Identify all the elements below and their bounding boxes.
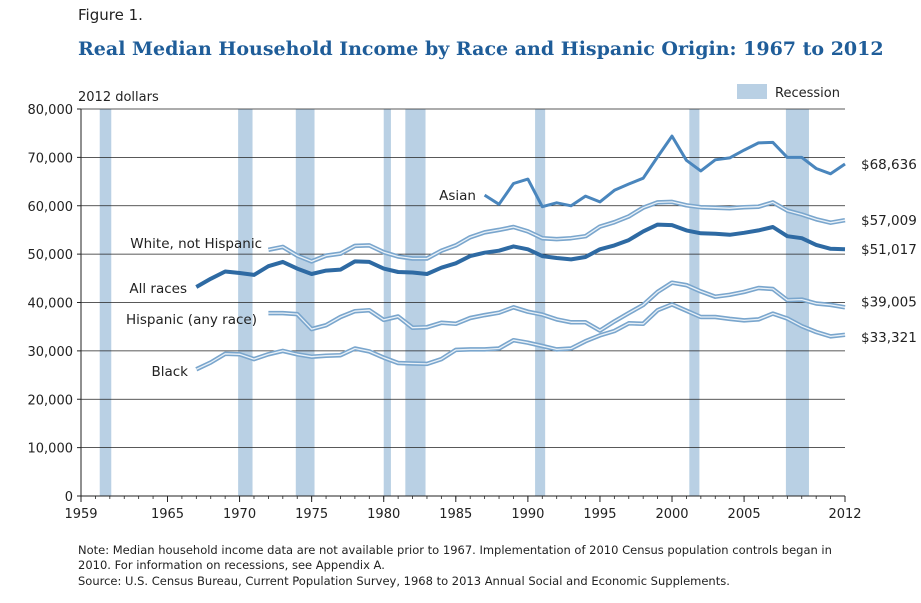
y-tick-label: 10,000 <box>28 442 74 457</box>
series-line-inner-hispanic-any-race <box>268 282 846 332</box>
series-label-white-not-hispanic: White, not Hispanic <box>130 236 262 252</box>
y-tick-label: 20,000 <box>28 393 74 408</box>
y-axis-label: 2012 dollars <box>78 90 159 105</box>
chart-note: Note: Median household income data are n… <box>78 543 832 572</box>
figure-label: Figure 1. <box>78 6 143 24</box>
line-chart: 0 10,000 20,000 30,000 40,000 50,000 60,000 70,… <box>28 84 917 522</box>
end-value-label-black: $33,321 <box>861 330 917 346</box>
series-labels: Asian $68,636 White, not Hispanic $57,009 Al… <box>126 157 917 380</box>
legend-recession-swatch <box>737 84 767 99</box>
x-tick-label: 1990 <box>511 507 544 522</box>
chart-title: Real Median Household Income by Race and… <box>78 38 884 60</box>
series-line-hispanic-any-race <box>268 280 846 333</box>
x-tick-label: 1975 <box>295 507 328 522</box>
end-value-label-white-not-hispanic: $57,009 <box>861 213 917 229</box>
y-tick-label: 50,000 <box>28 248 74 263</box>
legend-recession-label: Recession <box>775 86 840 101</box>
series-label-asian: Asian <box>439 188 476 204</box>
legend: Recession <box>737 84 840 101</box>
x-tick-label: 1995 <box>583 507 616 522</box>
y-tick-label: 60,000 <box>28 200 74 215</box>
gridlines <box>81 108 845 449</box>
end-value-label-asian: $68,636 <box>861 157 917 173</box>
y-tick-label: 80,000 <box>28 103 74 118</box>
end-value-label-hispanic-any-race: $39,005 <box>861 294 917 310</box>
y-tick-label: 30,000 <box>28 345 74 360</box>
series-label-all-races: All races <box>129 281 187 297</box>
series-label-hispanic-any-race: Hispanic (any race) <box>126 312 257 328</box>
x-tick-label: 1980 <box>367 507 400 522</box>
series-line-inner-black <box>196 303 846 370</box>
series-line-all-races <box>195 222 846 289</box>
chart-source: Source: U.S. Census Bureau, Current Popu… <box>78 574 730 588</box>
y-tick-label: 40,000 <box>28 297 74 312</box>
y-tick-label: 70,000 <box>28 151 74 166</box>
series-lines <box>195 134 846 372</box>
end-value-label-all-races: $51,017 <box>861 242 917 258</box>
x-tick-label: 2000 <box>655 507 688 522</box>
series-line-asian <box>483 134 846 209</box>
series-line-inner-white-not-hispanic <box>268 201 846 263</box>
axes: 0 10,000 20,000 30,000 40,000 50,000 60,000 70,… <box>28 103 862 522</box>
series-label-black: Black <box>151 364 188 380</box>
x-tick-label: 2005 <box>728 507 761 522</box>
x-tick-label: 1965 <box>151 507 184 522</box>
x-tick-label: 1959 <box>64 507 97 522</box>
x-tick-label: 1970 <box>223 507 256 522</box>
y-tick-label: 0 <box>65 490 73 505</box>
x-tick-label: 1985 <box>439 507 472 522</box>
x-tick-label: 2012 <box>828 507 861 522</box>
